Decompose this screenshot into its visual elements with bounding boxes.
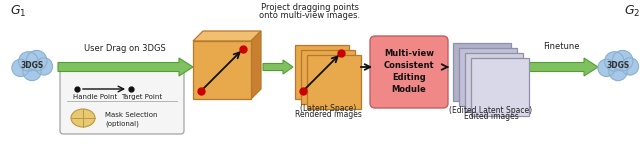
Polygon shape bbox=[251, 31, 261, 99]
Text: onto multi-view images.: onto multi-view images. bbox=[259, 11, 360, 20]
Text: $G_2$: $G_2$ bbox=[624, 3, 640, 19]
FancyBboxPatch shape bbox=[301, 50, 355, 104]
Text: Consistent: Consistent bbox=[384, 61, 435, 69]
Text: Rendered images: Rendered images bbox=[294, 110, 362, 119]
Circle shape bbox=[35, 58, 52, 75]
Polygon shape bbox=[524, 58, 598, 76]
Text: Editing: Editing bbox=[392, 72, 426, 82]
Text: Handle Point: Handle Point bbox=[73, 94, 117, 100]
Circle shape bbox=[605, 52, 624, 71]
Text: Project dragging points: Project dragging points bbox=[261, 3, 359, 12]
Text: (Latent Space): (Latent Space) bbox=[300, 104, 356, 113]
FancyBboxPatch shape bbox=[295, 45, 349, 99]
Circle shape bbox=[598, 59, 615, 77]
Text: $G_1$: $G_1$ bbox=[10, 3, 26, 19]
Circle shape bbox=[26, 50, 47, 71]
Polygon shape bbox=[58, 58, 193, 76]
Text: (Edited Latent Space): (Edited Latent Space) bbox=[449, 106, 532, 115]
Circle shape bbox=[19, 52, 38, 71]
Text: 3DGS: 3DGS bbox=[606, 61, 630, 69]
Text: (optional): (optional) bbox=[105, 121, 139, 127]
FancyBboxPatch shape bbox=[453, 43, 511, 101]
Polygon shape bbox=[193, 31, 261, 41]
Polygon shape bbox=[263, 60, 293, 74]
Circle shape bbox=[612, 50, 633, 71]
Text: Multi-view: Multi-view bbox=[384, 48, 434, 58]
FancyBboxPatch shape bbox=[370, 36, 448, 108]
FancyBboxPatch shape bbox=[193, 41, 251, 99]
Text: Module: Module bbox=[392, 85, 426, 93]
Text: Mask Selection: Mask Selection bbox=[105, 112, 157, 118]
Circle shape bbox=[621, 58, 639, 75]
Text: 3DGS: 3DGS bbox=[20, 61, 44, 69]
Circle shape bbox=[609, 62, 627, 81]
FancyBboxPatch shape bbox=[307, 55, 361, 109]
Text: User Drag on 3DGS: User Drag on 3DGS bbox=[84, 44, 166, 53]
Ellipse shape bbox=[71, 109, 95, 127]
Text: Edited images: Edited images bbox=[463, 112, 518, 121]
FancyBboxPatch shape bbox=[459, 48, 517, 106]
Circle shape bbox=[12, 59, 29, 77]
Text: Target Point: Target Point bbox=[121, 94, 162, 100]
FancyBboxPatch shape bbox=[471, 58, 529, 116]
Text: Finetune: Finetune bbox=[543, 42, 579, 51]
FancyBboxPatch shape bbox=[465, 53, 523, 111]
FancyBboxPatch shape bbox=[60, 70, 184, 134]
Circle shape bbox=[23, 62, 41, 81]
